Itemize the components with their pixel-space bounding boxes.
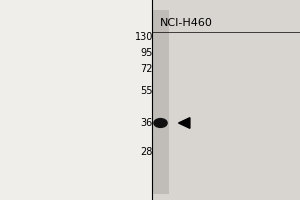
Text: 55: 55 — [140, 86, 153, 96]
Text: 72: 72 — [140, 64, 153, 74]
Text: 28: 28 — [141, 147, 153, 157]
Text: 36: 36 — [141, 118, 153, 128]
Text: NCI-H460: NCI-H460 — [160, 18, 212, 28]
Bar — [152, 0, 300, 200]
Text: 130: 130 — [135, 32, 153, 42]
Bar — [152, 10, 169, 194]
Polygon shape — [178, 118, 190, 128]
Bar — [0, 0, 152, 200]
Circle shape — [154, 119, 167, 127]
Text: 95: 95 — [141, 48, 153, 58]
